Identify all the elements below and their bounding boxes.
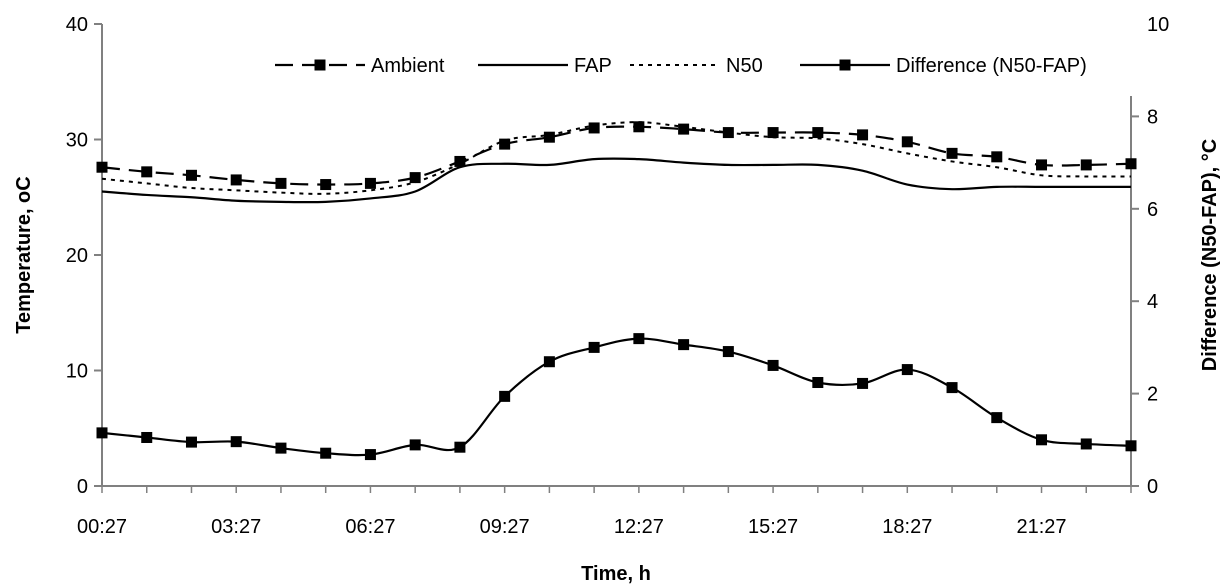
x-tick-label: 03:27 (211, 516, 261, 538)
data-point-ambient (499, 138, 511, 150)
data-point-ambient (409, 172, 421, 184)
data-point-ambient (320, 179, 332, 191)
y-right-tick-label: 0 (1147, 476, 1158, 498)
series-difference-n50-fap (96, 333, 1137, 461)
x-tick-label: 18:27 (882, 516, 932, 538)
y-right-tick-label: 2 (1147, 384, 1158, 406)
data-point-ambient (364, 177, 376, 189)
legend-marker-ambient (314, 59, 326, 71)
legend: Ambient FAP N50 Difference (N50-FAP) (275, 55, 1087, 77)
y-right-tick-label: 6 (1147, 199, 1158, 221)
x-tick-label: 21:27 (1016, 516, 1066, 538)
y-left-tick-label: 30 (66, 130, 88, 152)
legend-label-difference-n50-fap: Difference (N50-FAP) (896, 55, 1087, 77)
data-point-difference-n50-fap (901, 364, 913, 376)
data-point-ambient (633, 121, 645, 133)
data-point-difference-n50-fap (141, 431, 153, 443)
data-point-ambient (275, 177, 287, 189)
legend-label-n50: N50 (726, 55, 763, 77)
x-tick-label: 15:27 (748, 516, 798, 538)
data-point-ambient (812, 127, 824, 139)
data-point-difference-n50-fap (1036, 434, 1048, 446)
data-point-ambient (185, 169, 197, 181)
data-point-ambient (678, 123, 690, 135)
axes-layer: 0 10 20 30 40 0 2 4 6 8 10 00:27 03:27 06:27 09:27 12:2… (66, 14, 1170, 538)
data-point-difference-n50-fap (857, 377, 869, 389)
data-point-difference-n50-fap (767, 359, 779, 371)
y-right-tick-label: 8 (1147, 106, 1158, 128)
data-point-difference-n50-fap (1125, 440, 1137, 452)
y-left-tick-label: 40 (66, 14, 88, 36)
series-line-ambient (101, 125, 1132, 186)
data-point-difference-n50-fap (185, 436, 197, 448)
y-axis-left-title: Temperature, oC (13, 176, 35, 333)
data-point-ambient (767, 127, 779, 139)
data-point-difference-n50-fap (230, 436, 242, 448)
data-point-difference-n50-fap (364, 449, 376, 461)
data-point-ambient (1125, 158, 1137, 170)
legend-item-n50: N50 (630, 55, 763, 77)
data-point-difference-n50-fap (722, 346, 734, 358)
series-layer (96, 121, 1137, 461)
data-point-ambient (946, 147, 958, 159)
data-point-ambient (543, 131, 555, 143)
series-line-difference-n50-fap (101, 337, 1132, 457)
data-point-difference-n50-fap (275, 442, 287, 454)
legend-item-fap: FAP (478, 55, 612, 77)
y-left-tick-label: 10 (66, 361, 88, 383)
y-right-tick-label: 10 (1147, 14, 1169, 36)
x-tick-label: 00:27 (77, 516, 127, 538)
y-axis-right-title: Difference (N50-FAP), °C (1199, 139, 1221, 372)
data-point-difference-n50-fap (499, 390, 511, 402)
x-tick-label: 09:27 (480, 516, 530, 538)
data-point-ambient (1036, 159, 1048, 171)
data-point-difference-n50-fap (678, 339, 690, 351)
data-point-ambient (1080, 159, 1092, 171)
x-tick-label: 12:27 (614, 516, 664, 538)
data-point-difference-n50-fap (588, 341, 600, 353)
x-axis-title: Time, h (581, 563, 651, 585)
data-point-difference-n50-fap (409, 439, 421, 451)
data-point-difference-n50-fap (96, 427, 108, 439)
legend-item-difference-n50-fap: Difference (N50-FAP) (800, 55, 1087, 77)
data-point-ambient (991, 151, 1003, 163)
legend-item-ambient: Ambient (275, 55, 445, 77)
data-point-ambient (141, 166, 153, 178)
y-left-tick-label: 20 (66, 245, 88, 267)
x-tick-label: 06:27 (345, 516, 395, 538)
data-point-difference-n50-fap (946, 382, 958, 394)
data-point-difference-n50-fap (633, 333, 645, 345)
series-line-fap (101, 157, 1131, 204)
data-point-difference-n50-fap (812, 377, 824, 389)
data-point-difference-n50-fap (543, 356, 555, 368)
series-fap (101, 157, 1131, 204)
y-right-tick-label: 4 (1147, 291, 1158, 313)
legend-label-ambient: Ambient (371, 55, 445, 77)
data-point-ambient (901, 136, 913, 148)
data-point-ambient (96, 161, 108, 173)
data-point-ambient (230, 174, 242, 186)
legend-marker-difference-n50-fap (839, 59, 851, 71)
data-point-difference-n50-fap (320, 447, 332, 459)
data-point-difference-n50-fap (1080, 438, 1092, 450)
series-ambient (96, 121, 1137, 191)
data-point-difference-n50-fap (991, 412, 1003, 424)
data-point-ambient (454, 155, 466, 167)
y-left-tick-label: 0 (77, 476, 88, 498)
legend-label-fap: FAP (574, 55, 612, 77)
data-point-ambient (588, 122, 600, 134)
data-point-difference-n50-fap (454, 441, 466, 453)
data-point-ambient (857, 129, 869, 141)
